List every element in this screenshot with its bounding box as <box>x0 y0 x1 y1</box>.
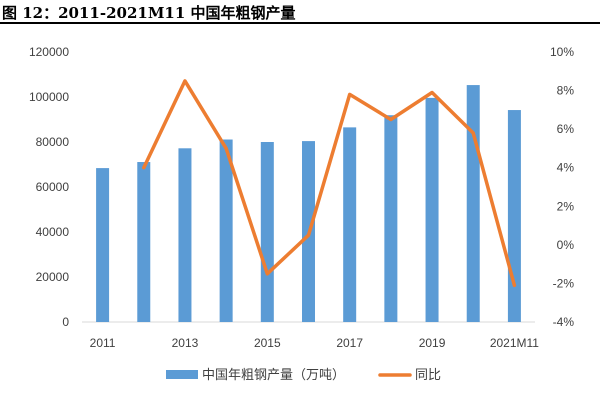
right-axis-labels: -4% -2% 0% 2% 4% 6% 8% 10% <box>550 45 574 329</box>
right-axis-tick-label: -2% <box>553 276 575 290</box>
right-axis-tick-label: 6% <box>557 122 575 136</box>
bar <box>137 162 151 322</box>
bar <box>507 110 521 322</box>
bar <box>260 142 274 322</box>
right-axis-tick-label: 4% <box>557 161 575 175</box>
x-axis-tick-label: 2019 <box>419 336 446 350</box>
left-axis-labels: 0 20000 40000 60000 80000 100000 120000 <box>29 45 69 329</box>
yoy-point <box>513 284 516 287</box>
bar <box>96 168 110 322</box>
x-axis-tick-label: 2013 <box>172 336 199 350</box>
left-axis-tick-label: 40000 <box>36 225 70 239</box>
bar <box>219 139 233 322</box>
left-axis-tick-label: 80000 <box>36 135 70 149</box>
bar <box>178 148 192 322</box>
yoy-point <box>348 93 351 96</box>
bar <box>384 115 398 322</box>
yoy-point <box>266 272 269 275</box>
right-axis-tick-label: 8% <box>557 84 575 98</box>
yoy-point <box>183 79 187 83</box>
x-axis-tick-label: 2015 <box>254 336 281 350</box>
x-axis-tick-label: 2011 <box>90 336 116 350</box>
left-axis-tick-label: 0 <box>62 315 69 329</box>
legend: 中国年粗钢产量（万吨） 同比 <box>166 368 441 383</box>
line-series <box>142 79 517 288</box>
x-axis-tick-label: 2021M11 <box>490 336 539 350</box>
x-axis-labels: 2011 2013 2015 2017 2019 2021M11 <box>90 336 540 350</box>
left-axis-tick-label: 100000 <box>29 90 69 104</box>
figure-title: 图 12：2011-2021M11 中国年粗钢产量 <box>2 4 296 22</box>
yoy-point <box>142 166 145 169</box>
left-axis-tick-label: 60000 <box>36 180 70 194</box>
figure-title-bar: 图 12：2011-2021M11 中国年粗钢产量 <box>0 0 600 24</box>
bar-series <box>96 85 521 323</box>
bar <box>343 127 357 322</box>
bar <box>466 85 480 322</box>
right-axis-tick-label: 2% <box>557 199 575 213</box>
right-axis-tick-label: 0% <box>557 238 575 252</box>
yoy-point <box>224 147 228 150</box>
bar <box>425 97 439 323</box>
legend-line-label: 同比 <box>415 368 441 383</box>
left-axis-tick-label: 120000 <box>29 45 69 59</box>
legend-bar-label: 中国年粗钢产量（万吨） <box>202 368 345 383</box>
yoy-point <box>307 234 310 237</box>
yoy-point <box>389 118 393 121</box>
yoy-point <box>472 131 475 135</box>
right-axis-tick-label: 10% <box>550 45 574 59</box>
x-axis-tick-label: 2017 <box>336 336 363 350</box>
yoy-point <box>430 91 434 94</box>
yoy-line <box>142 79 517 288</box>
left-axis-tick-label: 20000 <box>36 270 70 284</box>
legend-bar-swatch <box>166 370 198 379</box>
right-axis-tick-label: -4% <box>553 315 575 329</box>
